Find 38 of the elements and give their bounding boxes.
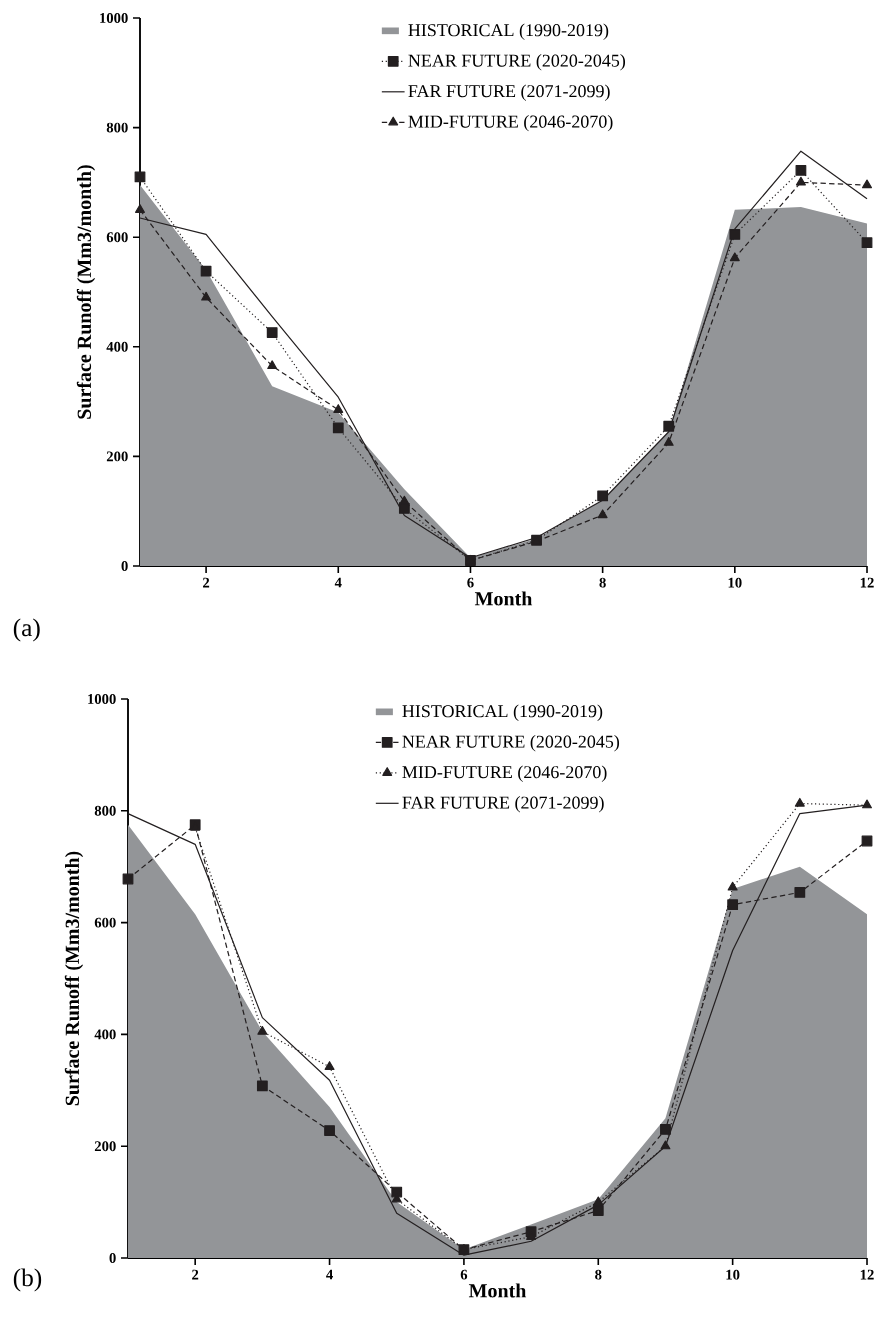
y-tick-label: 0	[109, 1253, 116, 1263]
x-tick-label: 10	[728, 577, 742, 588]
y-tick-label: 800	[94, 805, 116, 816]
y-tick-label: 0	[121, 561, 128, 571]
x-tick-label: 4	[326, 1269, 333, 1280]
x-tick-label: 12	[860, 577, 874, 588]
legend-label: NEAR FUTURE (2020-2045)	[408, 54, 626, 71]
x-tick-label: 6	[460, 1269, 468, 1280]
x-tick-label: 8	[595, 1269, 602, 1280]
legend-label: FAR FUTURE (2071-2099)	[402, 796, 604, 813]
text: (b)	[13, 1268, 42, 1292]
legend-label: HISTORICAL (1990-2019)	[402, 704, 603, 721]
y-axis-title: Surface Runoff (Mm3/month)	[64, 851, 84, 1106]
x-axis-title: Month	[468, 1283, 527, 1298]
x-tick-label: 12	[860, 1269, 874, 1280]
x-tick-label: 6	[467, 577, 474, 588]
legend-label: MID-FUTURE (2046-2070)	[402, 765, 607, 782]
legend-label: HISTORICAL (1990-2019)	[408, 23, 609, 40]
y-tick-label: 1000	[100, 13, 128, 23]
x-tick-label: 8	[599, 577, 606, 588]
x-tick-label: 10	[726, 1269, 740, 1280]
x-tick-label: 2	[192, 1269, 199, 1280]
y-tick-label: 800	[106, 122, 128, 133]
legend-label: NEAR FUTURE (2020-2045)	[402, 735, 620, 752]
y-tick-label: 1000	[88, 694, 116, 704]
y-tick-label: 600	[94, 917, 116, 928]
y-tick-label: 200	[94, 1141, 116, 1152]
legend-label: MID-FUTURE (2046-2070)	[408, 115, 613, 132]
x-axis-title: Month	[474, 591, 533, 606]
text: (a)	[13, 618, 40, 642]
y-tick-label: 400	[94, 1029, 116, 1040]
y-tick-label: 600	[106, 232, 128, 243]
y-tick-label: 200	[106, 451, 128, 462]
legend-label: FAR FUTURE (2071-2099)	[408, 84, 610, 101]
x-tick-label: 4	[334, 577, 342, 588]
x-tick-label: 2	[203, 577, 210, 588]
y-tick-label: 400	[106, 341, 128, 352]
y-axis-title: Surface Runoff (Mm3/month)	[76, 165, 96, 419]
